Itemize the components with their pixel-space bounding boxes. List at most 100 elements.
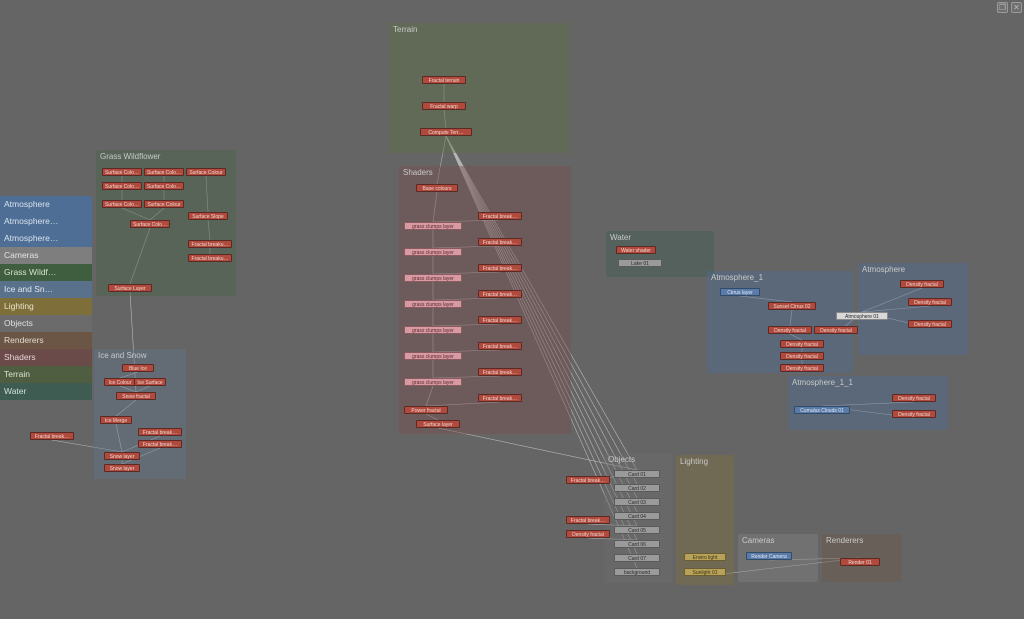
node-s5r[interactable]: Fractal break… <box>478 316 522 324</box>
node-g11[interactable]: Fractal breaku… <box>188 254 232 262</box>
node-i4[interactable]: Snow fractal <box>116 392 156 400</box>
legend-item[interactable]: Shaders <box>0 349 92 366</box>
node-orphan[interactable]: Fractal break… <box>30 432 74 440</box>
node-i1[interactable]: Blue Ice <box>122 364 154 372</box>
node-c2[interactable]: Density fractal <box>892 394 936 402</box>
node-b2[interactable]: Density fractal <box>908 298 952 306</box>
group-panel-terrain[interactable]: Terrain <box>389 23 569 153</box>
node-a3b[interactable]: Density fractal <box>814 326 858 334</box>
node-a3[interactable]: Density fractal <box>768 326 812 334</box>
node-a1[interactable]: Cirrus layer <box>720 288 760 296</box>
node-b1[interactable]: Density fractal <box>900 280 944 288</box>
node-g1[interactable]: Surface Colo… <box>102 168 142 176</box>
group-title: Grass Wildflower <box>100 152 160 161</box>
node-i8[interactable]: Snow layer <box>104 452 140 460</box>
group-panel-atm[interactable]: Atmosphere <box>858 263 968 355</box>
node-g7[interactable]: Surface Colour <box>144 200 184 208</box>
node-s6[interactable]: grass clumps layer <box>404 326 462 334</box>
node-c1[interactable]: Cumulus Clouds 01 <box>794 406 850 414</box>
node-s4[interactable]: grass clumps layer <box>404 274 462 282</box>
node-i7[interactable]: Fractal break… <box>138 440 182 448</box>
node-i2[interactable]: Ice Colour <box>104 378 136 386</box>
node-a6[interactable]: Density fractal <box>780 364 824 372</box>
group-title: Atmosphere_1 <box>711 273 763 282</box>
node-t1[interactable]: Fractal terrain <box>422 76 466 84</box>
node-s8[interactable]: grass clumps layer <box>404 378 462 386</box>
restore-window-button[interactable]: ❐ <box>997 2 1008 13</box>
node-g2[interactable]: Surface Colo… <box>144 168 184 176</box>
group-title: Renderers <box>826 536 863 545</box>
node-s3r[interactable]: Fractal break… <box>478 264 522 272</box>
node-i3[interactable]: Ice Surface <box>134 378 166 386</box>
legend-item[interactable]: Atmosphere… <box>0 230 92 247</box>
node-s8r[interactable]: Fractal break… <box>478 394 522 402</box>
node-w2[interactable]: Lake 01 <box>618 259 662 267</box>
group-title: Terrain <box>393 25 417 34</box>
legend-item[interactable]: Ice and Sn… <box>0 281 92 298</box>
node-o7[interactable]: Card 07 <box>614 554 660 562</box>
node-g8[interactable]: Surface Slope <box>188 212 228 220</box>
node-g12[interactable]: Surface Layer <box>108 284 152 292</box>
group-panel-atm11[interactable]: Atmosphere_1_1 <box>788 376 948 430</box>
node-i6[interactable]: Fractal break… <box>138 428 182 436</box>
legend-item[interactable]: Cameras <box>0 247 92 264</box>
node-o0c[interactable]: Density fractal <box>566 530 610 538</box>
node-i9[interactable]: Snow layer <box>104 464 140 472</box>
node-l1[interactable]: Enviro light <box>684 553 726 561</box>
node-g9[interactable]: Surface Colo… <box>130 220 170 228</box>
close-window-button[interactable]: ✕ <box>1011 2 1022 13</box>
legend-item[interactable]: Lighting <box>0 298 92 315</box>
node-g4[interactable]: Surface Colo… <box>102 182 142 190</box>
legend-item[interactable]: Grass Wildf… <box>0 264 92 281</box>
group-title: Water <box>610 233 631 242</box>
node-s6r[interactable]: Fractal break… <box>478 342 522 350</box>
node-c3[interactable]: Density fractal <box>892 410 936 418</box>
group-title: Lighting <box>680 457 708 466</box>
node-s2[interactable]: grass clumps layer <box>404 222 462 230</box>
node-o3[interactable]: Card 03 <box>614 498 660 506</box>
node-o4[interactable]: Card 04 <box>614 512 660 520</box>
node-s10[interactable]: Surface layer <box>416 420 460 428</box>
node-s7r[interactable]: Fractal break… <box>478 368 522 376</box>
node-a4[interactable]: Density fractal <box>780 340 824 348</box>
node-o1[interactable]: Card 01 <box>614 470 660 478</box>
node-s5[interactable]: grass clumps layer <box>404 300 462 308</box>
node-s9[interactable]: Power fractal <box>404 406 448 414</box>
node-g6[interactable]: Surface Colo… <box>102 200 142 208</box>
node-s1[interactable]: Fractal break… <box>478 212 522 220</box>
node-b4[interactable]: Density fractal <box>908 320 952 328</box>
node-g5[interactable]: Surface Colo… <box>144 182 184 190</box>
node-s3[interactable]: grass clumps layer <box>404 248 462 256</box>
node-a2[interactable]: Sunset Cirrus 02 <box>768 302 816 310</box>
node-o0b[interactable]: Fractal break… <box>566 516 610 524</box>
node-g10[interactable]: Fractal breaku… <box>188 240 232 248</box>
node-i5[interactable]: Ice Merge <box>100 416 132 424</box>
node-l2[interactable]: Sunlight 01 <box>684 568 726 576</box>
legend-item[interactable]: Objects <box>0 315 92 332</box>
node-o6[interactable]: Card 06 <box>614 540 660 548</box>
group-panel-water[interactable]: Water <box>606 231 714 277</box>
node-s4r[interactable]: Fractal break… <box>478 290 522 298</box>
node-t3[interactable]: Compute Terr… <box>420 128 472 136</box>
node-o2[interactable]: Card 02 <box>614 484 660 492</box>
node-ren[interactable]: Render 01 <box>840 558 880 566</box>
node-s0[interactable]: Base colours <box>416 184 458 192</box>
node-cam[interactable]: Render Camera <box>746 552 792 560</box>
node-t2[interactable]: Fractal warp <box>422 102 466 110</box>
node-b3[interactable]: Atmosphere 01 <box>836 312 888 320</box>
node-o5[interactable]: Card 05 <box>614 526 660 534</box>
node-g3[interactable]: Surface Colour <box>186 168 226 176</box>
legend-item[interactable]: Terrain <box>0 366 92 383</box>
node-s7[interactable]: grass clumps layer <box>404 352 462 360</box>
group-title: Ice and Snow <box>98 351 146 360</box>
legend-item[interactable]: Renderers <box>0 332 92 349</box>
legend-item[interactable]: Water <box>0 383 92 400</box>
group-panel-lighting[interactable]: Lighting <box>676 455 734 585</box>
legend-item[interactable]: Atmosphere… <box>0 213 92 230</box>
node-s2r[interactable]: Fractal break… <box>478 238 522 246</box>
legend-item[interactable]: Atmosphere <box>0 196 92 213</box>
node-o0[interactable]: Fractal break… <box>566 476 610 484</box>
node-w1[interactable]: Water shader <box>616 246 656 254</box>
node-o8[interactable]: background <box>614 568 660 576</box>
node-a5[interactable]: Density fractal <box>780 352 824 360</box>
